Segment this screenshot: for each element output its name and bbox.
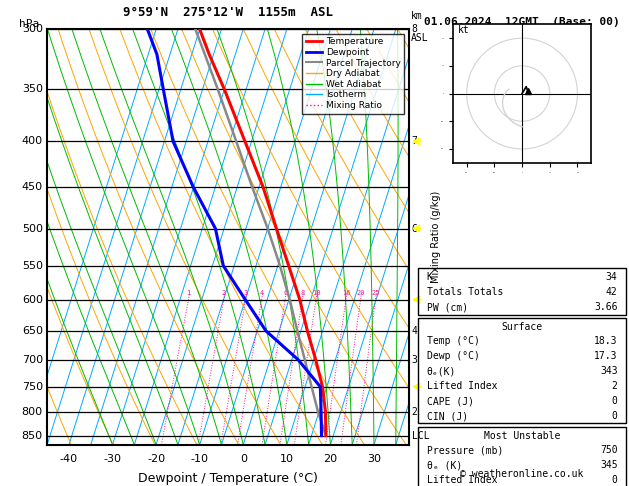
Text: K: K [426,273,433,282]
Text: 10: 10 [280,454,294,464]
Text: Temp (°C): Temp (°C) [426,336,479,346]
Text: -30: -30 [104,454,121,464]
Text: 700: 700 [22,355,43,365]
Text: 0: 0 [611,411,618,421]
Text: 450: 450 [22,182,43,192]
Text: 0: 0 [611,396,618,406]
Text: 4: 4 [412,326,418,336]
Text: 500: 500 [22,224,43,233]
Text: -40: -40 [60,454,78,464]
Text: 800: 800 [22,407,43,417]
Text: 8: 8 [301,290,304,296]
Text: 343: 343 [600,366,618,376]
Text: θₑ (K): θₑ (K) [426,460,462,470]
Bar [418,318,626,423]
Text: 550: 550 [22,260,43,271]
Text: 1: 1 [187,290,191,296]
Text: 30: 30 [367,454,381,464]
Text: Totals Totals: Totals Totals [426,287,503,297]
Text: 3: 3 [412,355,418,365]
Text: 8: 8 [412,24,418,34]
Text: Most Unstable: Most Unstable [484,431,560,441]
Text: 34: 34 [606,273,618,282]
Text: 42: 42 [606,287,618,297]
Text: 350: 350 [22,85,43,94]
Text: 0: 0 [240,454,247,464]
Text: Dewpoint / Temperature (°C): Dewpoint / Temperature (°C) [138,472,318,485]
Text: 750: 750 [600,445,618,455]
Text: Mixing Ratio (g/kg): Mixing Ratio (g/kg) [431,191,441,283]
Text: Surface: Surface [501,322,543,332]
Text: 17.3: 17.3 [594,351,618,361]
Text: kt: kt [459,25,470,35]
Text: 0: 0 [611,475,618,485]
Text: 400: 400 [22,137,43,146]
Text: 20: 20 [323,454,338,464]
Text: CAPE (J): CAPE (J) [426,396,474,406]
Text: Lifted Index: Lifted Index [426,381,497,391]
Text: Lifted Index: Lifted Index [426,475,497,485]
Text: -20: -20 [147,454,165,464]
Text: 3: 3 [243,290,248,296]
Text: 4: 4 [260,290,264,296]
Text: 6: 6 [412,224,418,233]
Bar [418,268,626,314]
Text: 345: 345 [600,460,618,470]
Bar [418,427,626,486]
Text: hPa: hPa [19,19,39,29]
Legend: Temperature, Dewpoint, Parcel Trajectory, Dry Adiabat, Wet Adiabat, Isotherm, Mi: Temperature, Dewpoint, Parcel Trajectory… [303,34,404,114]
Text: 6: 6 [283,290,287,296]
Text: 300: 300 [22,24,43,34]
Text: 18.3: 18.3 [594,336,618,346]
Text: 25: 25 [371,290,380,296]
Text: CIN (J): CIN (J) [426,411,468,421]
Text: 01.06.2024  12GMT  (Base: 00): 01.06.2024 12GMT (Base: 00) [424,17,620,27]
Text: 10: 10 [312,290,320,296]
Text: 650: 650 [22,326,43,336]
Text: 7: 7 [412,137,418,146]
Text: 3.66: 3.66 [594,302,618,312]
Text: 16: 16 [342,290,350,296]
Text: 2: 2 [412,407,418,417]
Text: θₑ(K): θₑ(K) [426,366,456,376]
Text: 600: 600 [22,295,43,305]
Text: Pressure (mb): Pressure (mb) [426,445,503,455]
Text: 20: 20 [357,290,365,296]
Text: 9°59'N  275°12'W  1155m  ASL: 9°59'N 275°12'W 1155m ASL [123,6,333,19]
Text: 850: 850 [22,431,43,441]
Text: 750: 750 [22,382,43,392]
Text: © weatheronline.co.uk: © weatheronline.co.uk [460,469,584,479]
Text: km: km [411,11,423,21]
Text: -10: -10 [191,454,209,464]
Text: LCL: LCL [412,431,430,441]
Text: 2: 2 [222,290,226,296]
Text: ASL: ASL [411,34,428,43]
Text: 2: 2 [611,381,618,391]
Text: PW (cm): PW (cm) [426,302,468,312]
Text: Dewp (°C): Dewp (°C) [426,351,479,361]
